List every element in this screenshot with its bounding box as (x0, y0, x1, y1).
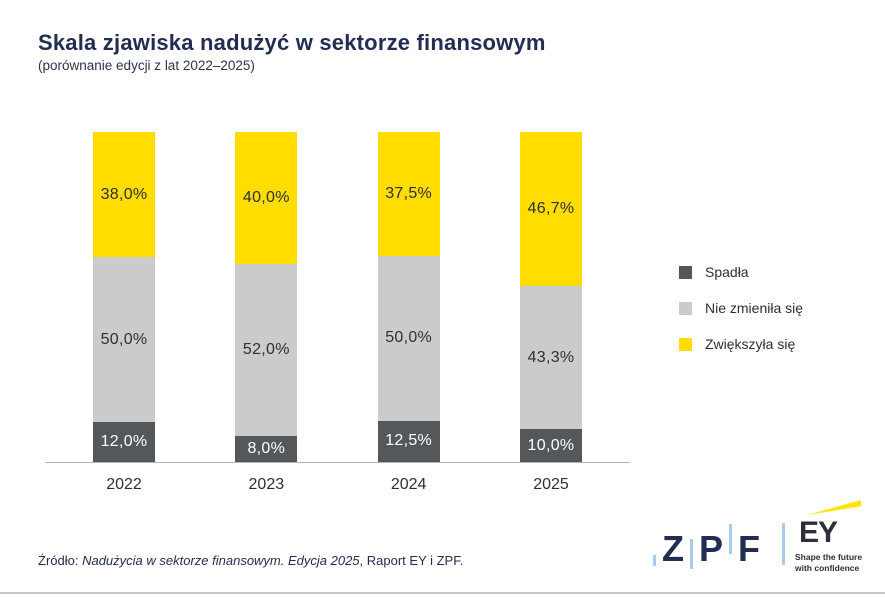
source-prefix: Źródło: (38, 553, 83, 568)
ey-tagline-line2: with confidence (795, 563, 860, 574)
zpf-letter-f: F (738, 527, 761, 569)
bar-value-label: 12,5% (385, 432, 433, 450)
legend-swatch-icon (679, 337, 692, 351)
zpf-separator-icon (729, 524, 733, 554)
source-suffix: , Raport EY i ZPF. (359, 553, 464, 568)
zpf-separator-icon (690, 539, 693, 569)
zpf-tick-icon (653, 555, 656, 566)
bar-2025-segment-zwiekszyla-sie: 46,7% (519, 132, 582, 287)
zpf-letter-p: P (699, 527, 724, 569)
bar-2024-segment-nie-zmienila-sie: 50,0% (377, 255, 440, 421)
zpf-logo: Z P F (653, 517, 786, 569)
legend: Spadła Nie zmieniła się Zwiększyła się (679, 264, 803, 372)
bar-value-label: 40,0% (242, 189, 290, 207)
bar-2022-segment-nie-zmienila-sie: 50,0% (93, 257, 155, 423)
legend-item-spadla: Spadła (679, 264, 803, 280)
ey-tagline-line1: Shape the future (795, 552, 863, 562)
source-note: Źródło: Nadużycia w sektorze finansowym.… (38, 553, 463, 568)
ey-tagline: Shape the future with confidence (795, 552, 867, 574)
page-subtitle: (porównanie edycji z lat 2022–2025) (38, 58, 255, 73)
bar-2024-segment-zwiekszyla-sie: 37,5% (377, 132, 440, 256)
bar-value-label: 50,0% (385, 329, 433, 347)
bar-2023-segment-nie-zmienila-sie: 52,0% (235, 264, 298, 436)
bar-2023-segment-spadla: 8,0% (235, 435, 298, 462)
legend-swatch-icon (679, 301, 692, 315)
x-axis-label-2023: 2023 (248, 476, 285, 493)
bar-value-label: 38,0% (100, 185, 148, 203)
bar-value-label: 46,7% (527, 200, 575, 218)
bar-2022-segment-spadla: 12,0% (93, 422, 155, 462)
ey-logo-name: EY (799, 516, 838, 549)
bar-value-label: 37,5% (385, 184, 433, 202)
bar-2023: 8,0% 52,0% 40,0% (235, 132, 298, 462)
page-title: Skala zjawiska nadużyć w sektorze finans… (38, 30, 546, 55)
bar-value-label: 8,0% (247, 439, 286, 457)
ey-beam-icon (807, 500, 861, 515)
source-report-title: Nadużycia w sektorze finansowym. Edycja … (82, 553, 360, 568)
zpf-letter-z: Z (662, 527, 684, 569)
bar-2024-segment-spadla: 12,5% (377, 420, 440, 462)
bar-2024: 12,5% 50,0% 37,5% (377, 132, 440, 462)
bar-value-label: 50,0% (100, 330, 148, 348)
bar-2022-segment-zwiekszyla-sie: 38,0% (93, 132, 155, 258)
x-axis-label-2024: 2024 (390, 476, 427, 493)
bar-value-label: 52,0% (242, 340, 290, 358)
legend-label: Zwiększyła się (705, 336, 796, 352)
zpf-separator-icon (782, 523, 786, 565)
legend-item-zwiekszyla-sie: Zwiększyła się (679, 336, 803, 352)
x-axis-label-2022: 2022 (106, 476, 142, 493)
bar-value-label: 43,3% (527, 348, 575, 366)
x-axis-line (45, 462, 630, 463)
bar-value-label: 12,0% (100, 433, 148, 451)
stacked-bar-chart: 12,0% 50,0% 38,0% 2022 8,0% 52,0% 40,0% 2023 12,… (45, 132, 630, 493)
bar-2023-segment-zwiekszyla-sie: 40,0% (235, 132, 298, 265)
legend-label: Nie zmieniła się (705, 300, 804, 316)
legend-item-nie-zmienila-sie: Nie zmieniła się (679, 300, 803, 316)
bar-value-label: 10,0% (527, 436, 575, 454)
bottom-divider (0, 592, 885, 594)
x-axis-label-2025: 2025 (533, 476, 569, 493)
bar-2025: 10,0% 43,3% 46,7% (519, 132, 582, 462)
ey-logo: EY Shape the future with confidence (795, 500, 867, 574)
bar-2025-segment-nie-zmienila-sie: 43,3% (519, 286, 582, 429)
legend-swatch-icon (679, 265, 692, 279)
legend-label: Spadła (705, 264, 749, 280)
bar-2025-segment-spadla: 10,0% (519, 429, 582, 462)
bar-2022: 12,0% 50,0% 38,0% (93, 132, 155, 462)
